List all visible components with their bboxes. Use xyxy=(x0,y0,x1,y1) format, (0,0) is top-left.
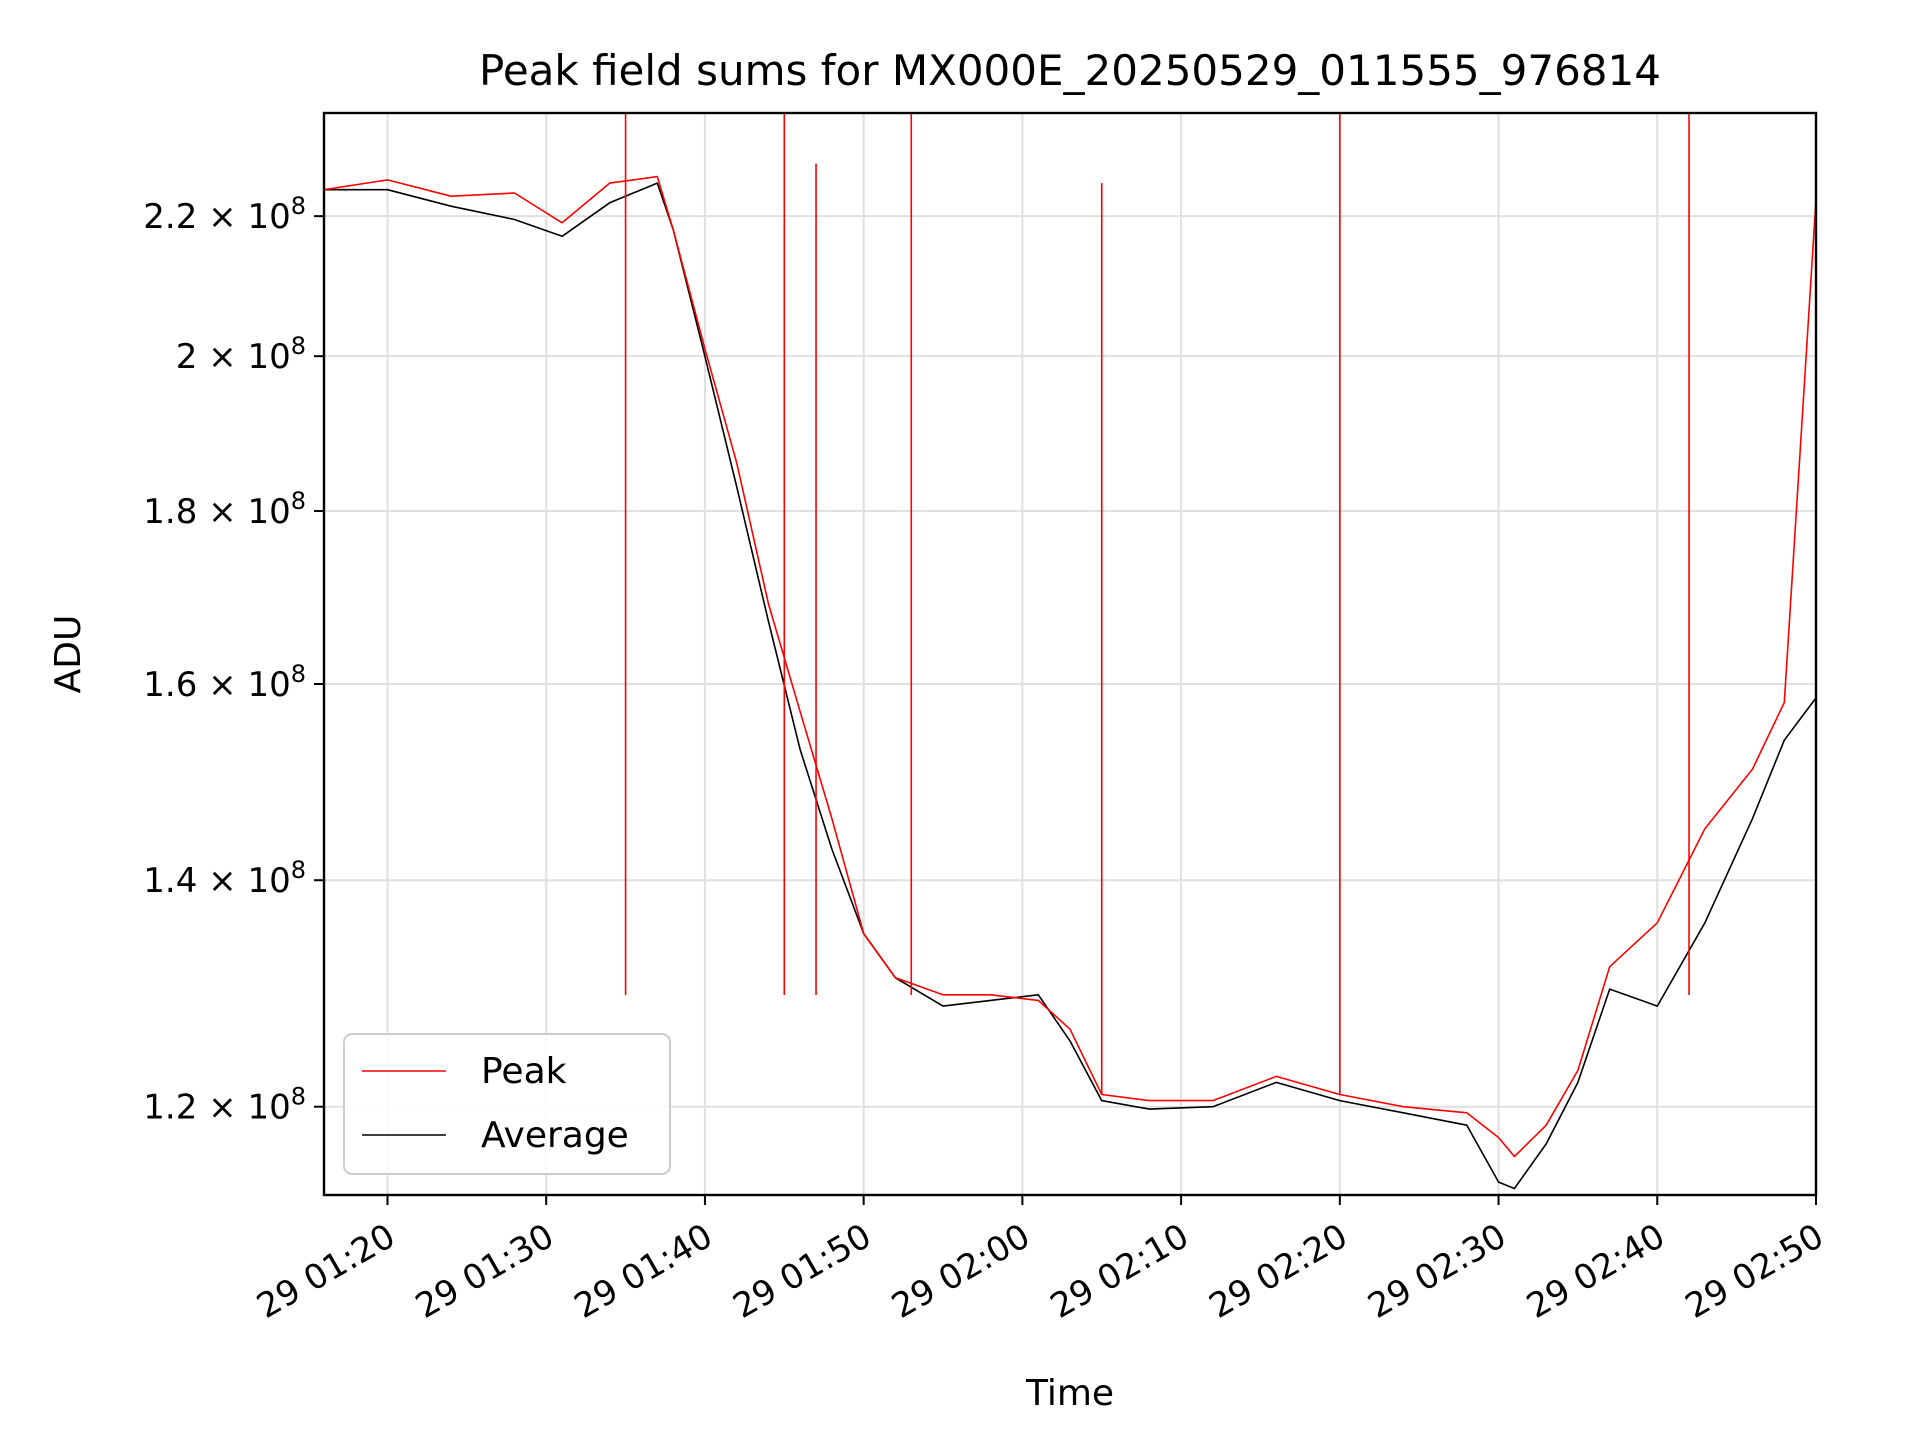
series-line-peak xyxy=(323,175,1817,1158)
y-tick-label: 1.2 × 108 xyxy=(143,1083,306,1128)
y-tick-label: 1.6 × 108 xyxy=(143,660,306,705)
x-tick-label: 29 01:50 xyxy=(726,1216,878,1327)
legend: Peak Average xyxy=(343,1033,671,1175)
legend-label-average: Average xyxy=(481,1115,629,1156)
x-tick-label: 29 02:20 xyxy=(1203,1216,1355,1327)
y-tick-label: 1.4 × 108 xyxy=(143,856,306,901)
plot-area xyxy=(323,113,1817,1190)
y-tick-label: 2.2 × 108 xyxy=(143,192,306,237)
axes-frame xyxy=(322,111,1818,1197)
series-line-average xyxy=(324,182,1817,1190)
y-tick-label: 2 × 108 xyxy=(176,332,306,377)
x-tick-label: 29 01:40 xyxy=(568,1216,720,1327)
x-tick-label: 29 02:00 xyxy=(885,1216,1037,1327)
chart-title: Peak field sums for MX000E_20250529_0115… xyxy=(479,46,1661,95)
x-tick-label: 29 02:30 xyxy=(1361,1216,1513,1327)
x-tick-label: 29 02:10 xyxy=(1044,1216,1196,1327)
y-axis: 1.2 × 108 1.4 × 108 1.6 × 108 1.8 × 108 2 × … xyxy=(143,192,324,1128)
legend-box xyxy=(343,1033,671,1175)
y-tick-label: 1.8 × 108 xyxy=(143,487,306,532)
grid xyxy=(324,113,1817,1195)
legend-label-peak: Peak xyxy=(481,1051,567,1092)
x-tick-label: 29 01:30 xyxy=(409,1216,561,1327)
x-tick-label: 29 02:50 xyxy=(1679,1216,1831,1327)
x-axis-label: Time xyxy=(1025,1373,1114,1414)
x-tick-label: 29 02:40 xyxy=(1520,1216,1672,1327)
y-axis-label: ADU xyxy=(48,615,89,694)
x-tick-label: 29 01:20 xyxy=(250,1216,402,1327)
x-axis: 29 01:20 29 01:30 29 01:40 29 01:50 29 02:00… xyxy=(250,1195,1831,1327)
